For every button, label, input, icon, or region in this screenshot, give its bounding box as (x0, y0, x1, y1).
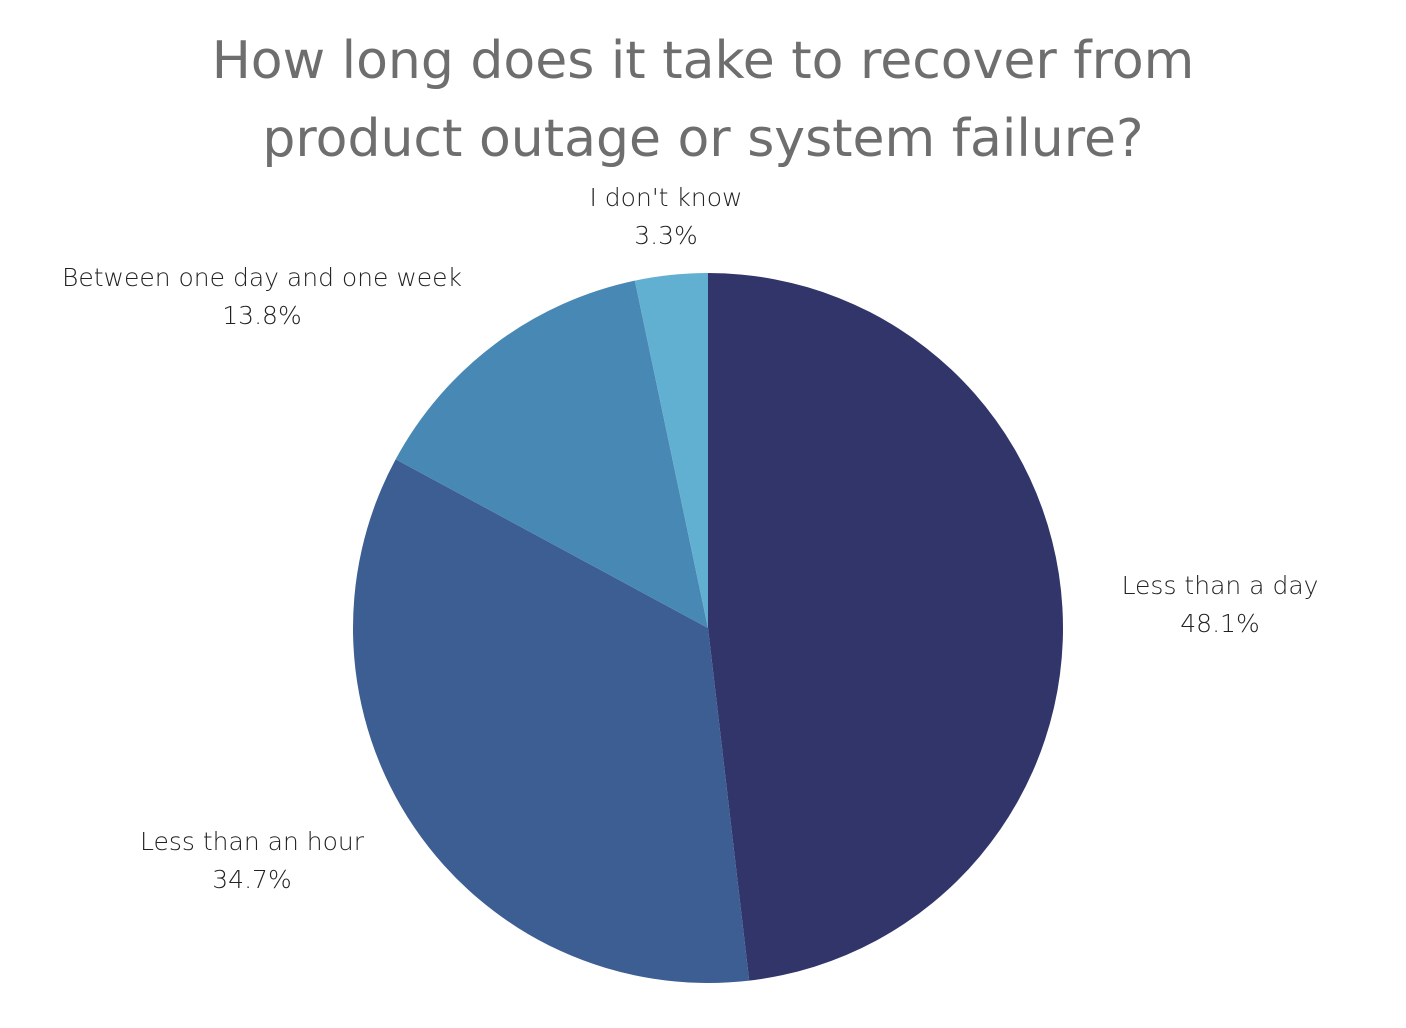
value-label: 34.7% (212, 865, 291, 894)
pie-slice (395, 280, 708, 628)
slice-label: Less than a day (1122, 571, 1319, 600)
slice-label: Less than an hour (140, 827, 365, 856)
value-label: 3.3% (634, 221, 698, 250)
value-label: 48.1% (1180, 609, 1259, 638)
value-label: 13.8% (222, 301, 301, 330)
chart-title: How long does it take to recover from pr… (211, 31, 1195, 169)
slice-label: I don't know (589, 183, 742, 212)
slice-label: Between one day and one week (62, 263, 462, 292)
pie-slice (352, 459, 750, 984)
pie-slice (708, 273, 1063, 981)
pie-slice (634, 273, 708, 628)
